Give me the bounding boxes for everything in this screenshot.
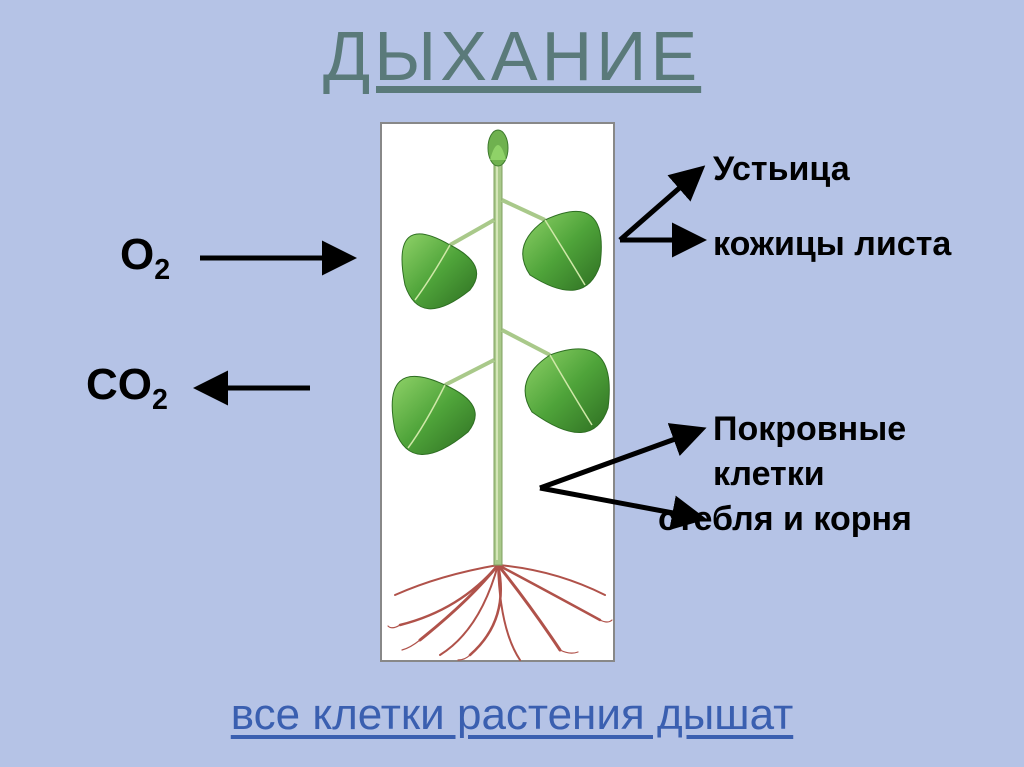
label-leaf-epidermis: кожицы листа (713, 225, 951, 264)
label-cover-cells-2: клетки (713, 455, 825, 494)
arrow-to-stem (540, 430, 700, 488)
label-cover-cells-3: стебля и корня (658, 500, 912, 539)
arrow-to-stomata (620, 170, 700, 240)
slide: ДЫХАНИЕ (0, 0, 1024, 767)
stem (494, 145, 502, 565)
leaf-lower-right (502, 330, 609, 433)
leaf-upper-left (402, 220, 494, 309)
roots (388, 565, 612, 660)
label-stomata: Устьица (713, 150, 850, 189)
label-o2: O2 (120, 230, 170, 287)
leaf-lower-left (392, 360, 494, 455)
label-co2: CO2 (86, 360, 168, 417)
arrows (200, 170, 700, 518)
label-cover-cells-1: Покровные (713, 410, 906, 449)
leaf-upper-right (502, 200, 601, 290)
apical-bud (488, 130, 508, 166)
slide-footer: все клетки растения дышат (0, 690, 1024, 740)
